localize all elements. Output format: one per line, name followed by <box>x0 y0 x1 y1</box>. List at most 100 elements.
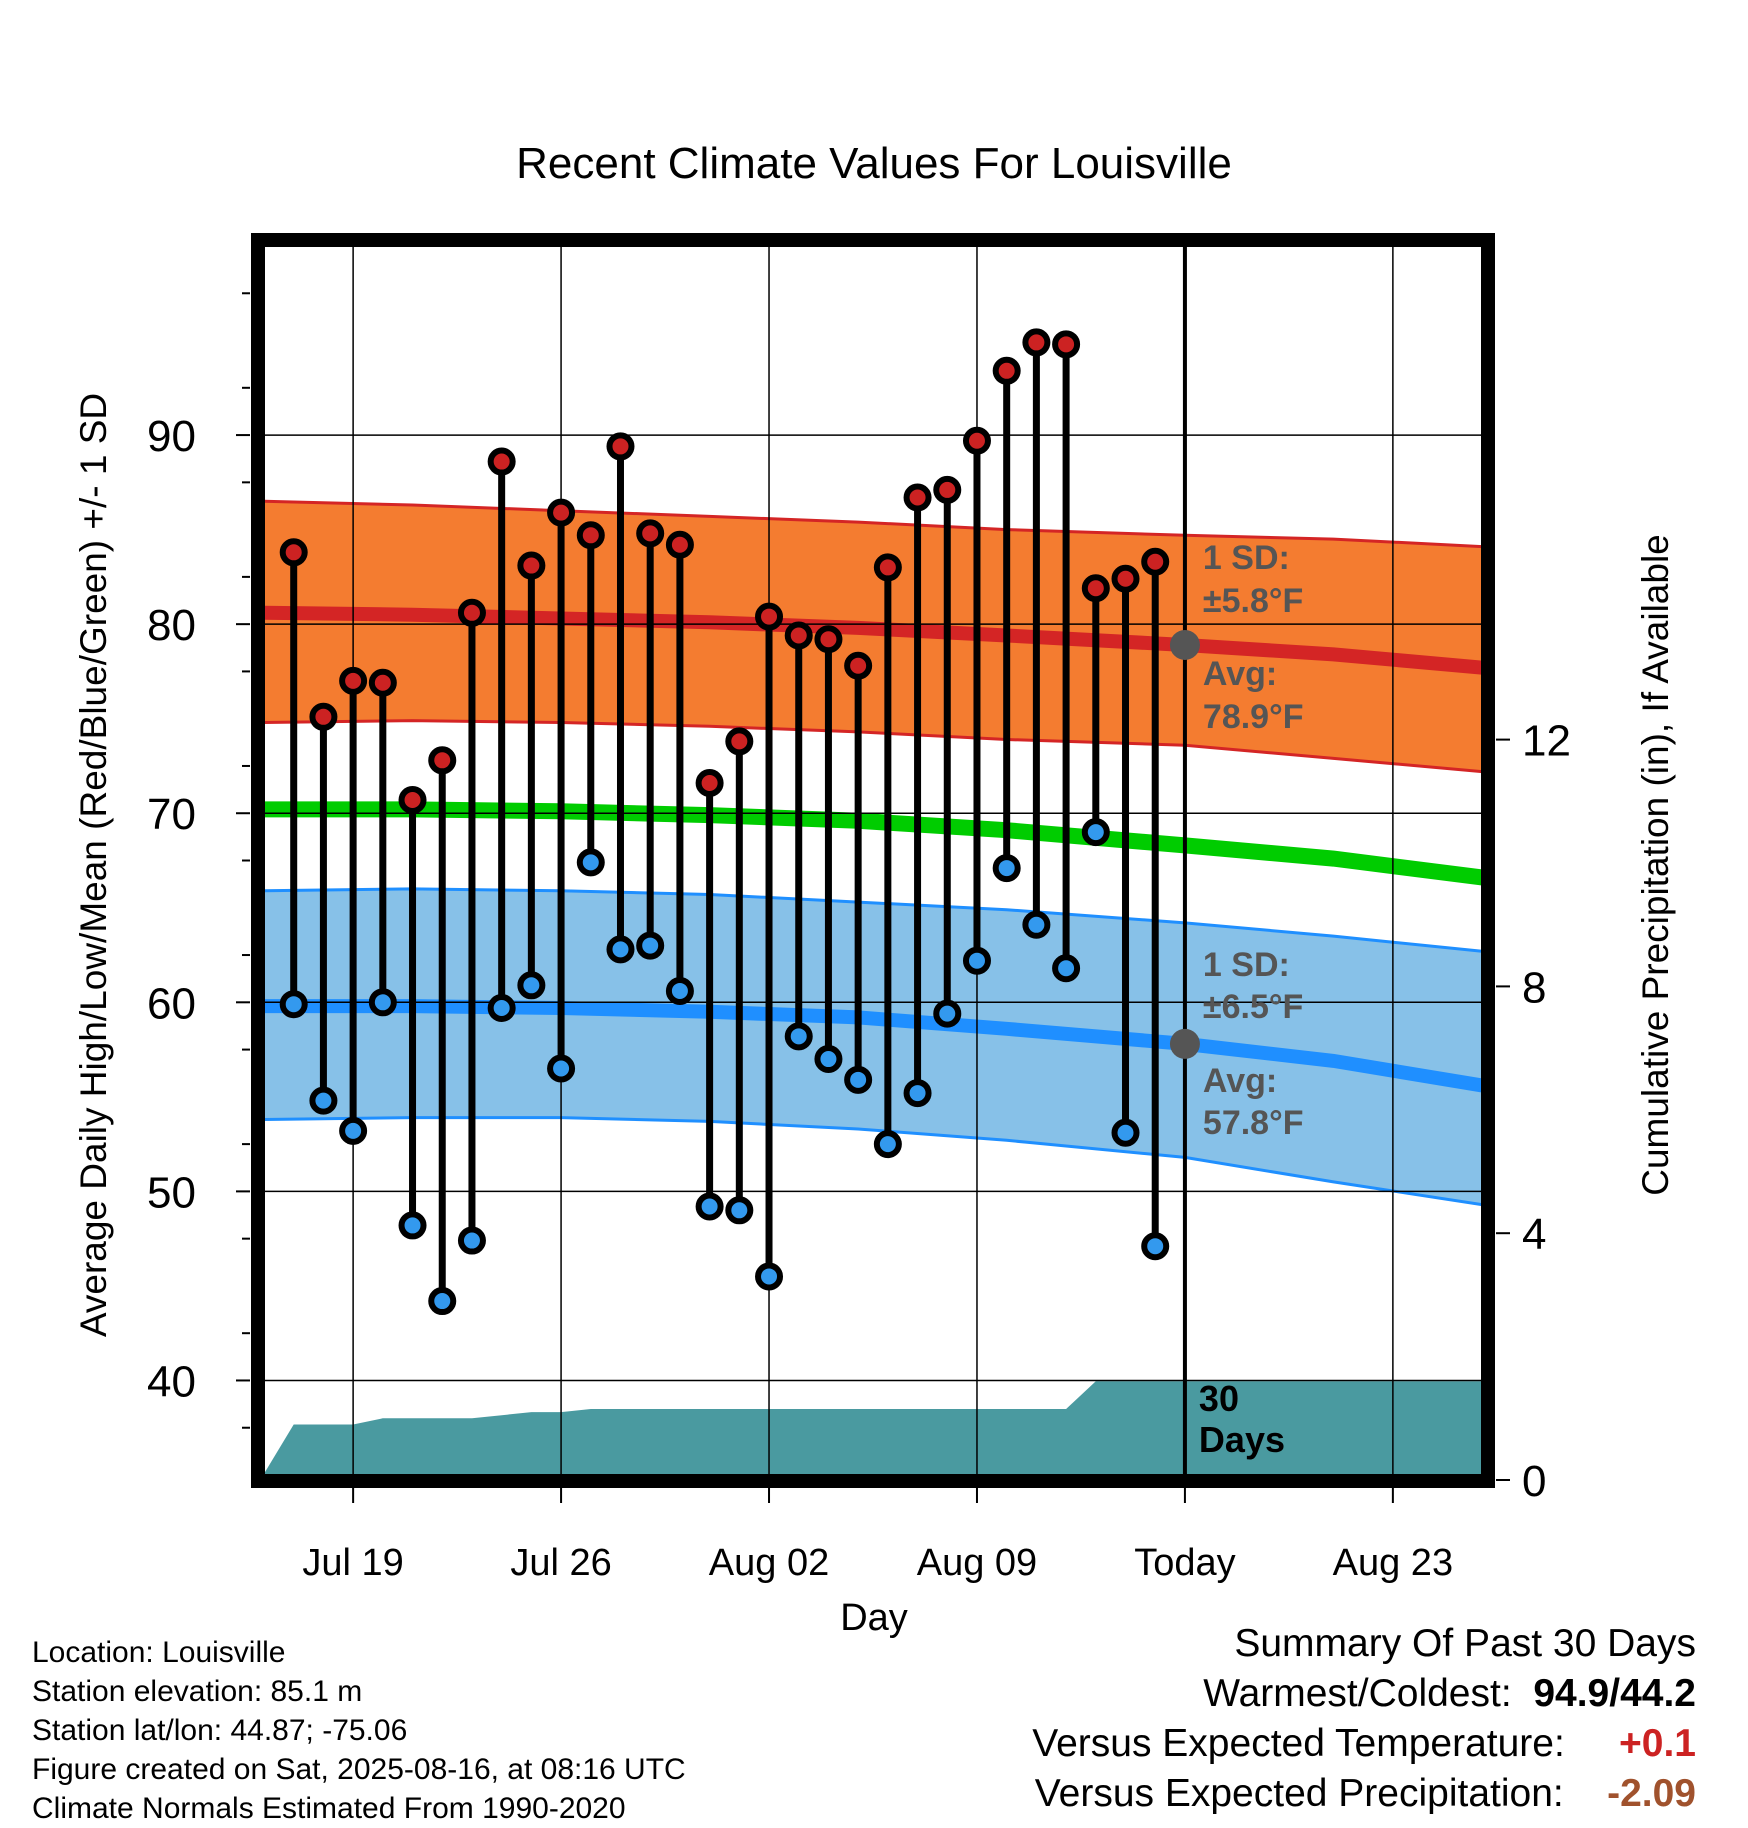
daily-high-point <box>725 727 754 756</box>
daily-high-point <box>814 625 843 654</box>
plot-layer <box>264 246 1482 1475</box>
daily-low-point <box>784 1022 813 1051</box>
low-sd-label: 1 SD: <box>1203 946 1290 984</box>
y-tick-label: 50 <box>147 1168 196 1217</box>
daily-low-point <box>606 935 635 964</box>
daily-low-point <box>1081 818 1110 847</box>
x-tick-label: Today <box>1134 1542 1235 1584</box>
precip-value: -2.09 <box>1607 1772 1696 1815</box>
y-tick-label: 70 <box>147 790 196 839</box>
window-label-number: 30 <box>1199 1378 1239 1419</box>
y-tick-label: 40 <box>147 1357 196 1406</box>
daily-high-point <box>636 519 665 548</box>
summary-precipitation: Versus Expected Precipitation: -2.09 <box>1035 1772 1696 1816</box>
plot-frame <box>251 233 1495 1488</box>
y-tick-label: 90 <box>147 412 196 461</box>
daily-high-point <box>962 426 991 455</box>
info-normals: Climate Normals Estimated From 1990-2020 <box>32 1792 626 1825</box>
today-low-avg-marker <box>1169 1028 1200 1059</box>
daily-high-point <box>606 432 635 461</box>
summary-temperature: Versus Expected Temperature: +0.1 <box>1032 1722 1696 1766</box>
x-tick-label: Aug 23 <box>1333 1542 1453 1584</box>
daily-low-point <box>695 1192 724 1221</box>
daily-high-point <box>1022 328 1051 357</box>
mean-normal-line <box>264 801 1482 886</box>
daily-low-point <box>309 1086 338 1115</box>
daily-high-point <box>487 447 516 476</box>
daily-low-point <box>814 1045 843 1074</box>
daily-low-point <box>844 1065 873 1094</box>
low-sd-band <box>264 888 1482 1205</box>
daily-high-point <box>517 551 546 580</box>
high-sd-upper-line <box>264 499 1482 549</box>
daily-high-point <box>1111 564 1140 593</box>
info-latlon: Station lat/lon: 44.87; -75.06 <box>32 1714 408 1747</box>
high-sd-band <box>264 501 1482 772</box>
daily-high-point <box>1141 547 1170 576</box>
daily-low-point <box>398 1211 427 1240</box>
precip-label: Versus Expected Precipitation: <box>1034 1772 1564 1815</box>
daily-high-point <box>1081 574 1110 603</box>
info-created: Figure created on Sat, 2025-08-16, at 08… <box>32 1753 686 1786</box>
summary-title: Summary Of Past 30 Days <box>1234 1622 1696 1665</box>
daily-high-point <box>368 668 397 697</box>
daily-high-point <box>547 498 576 527</box>
low-avg-label: Avg: <box>1203 1062 1277 1100</box>
high-sd-value: ±5.8°F <box>1203 582 1303 620</box>
daily-high-point <box>457 598 486 627</box>
daily-low-point <box>903 1079 932 1108</box>
x-tick-label: Jul 19 <box>302 1542 403 1584</box>
low-avg-value: 57.8°F <box>1203 1104 1304 1142</box>
daily-low-point <box>1141 1232 1170 1261</box>
daily-low-point <box>992 854 1021 883</box>
daily-low-point <box>665 976 694 1005</box>
window-label-days: Days <box>1199 1419 1285 1460</box>
y2-tick-label: 0 <box>1522 1457 1546 1506</box>
daily-low-point <box>517 971 546 1000</box>
high-avg-label: Avg: <box>1203 655 1277 693</box>
low-sd-value: ±6.5°F <box>1203 988 1303 1026</box>
daily-low-point <box>725 1196 754 1225</box>
high-avg-value: 78.9°F <box>1203 698 1304 736</box>
daily-low-point <box>339 1116 368 1145</box>
daily-low-point <box>368 988 397 1017</box>
daily-low-point <box>487 993 516 1022</box>
today-high-avg-marker <box>1169 629 1200 660</box>
y-axis-label-right: Cumulative Precipitation (in), If Availa… <box>1635 534 1676 1196</box>
daily-high-point <box>576 521 605 550</box>
y-tick-label: 80 <box>147 601 196 650</box>
y2-tick-label: 8 <box>1522 963 1546 1012</box>
temp-label: Versus Expected Temperature: <box>1032 1722 1565 1765</box>
y-tick-label: 60 <box>147 979 196 1028</box>
daily-high-point <box>309 702 338 731</box>
daily-high-point <box>665 530 694 559</box>
daily-high-point <box>992 356 1021 385</box>
temp-value: +0.1 <box>1619 1722 1696 1765</box>
y2-tick-label: 12 <box>1522 717 1571 766</box>
daily-high-point <box>398 785 427 814</box>
daily-high-point <box>755 602 784 631</box>
daily-high-point <box>428 746 457 775</box>
high-sd-label: 1 SD: <box>1203 539 1290 577</box>
info-location: Location: Louisville <box>32 1636 286 1669</box>
plot-area: 1 SD: ±5.8°F Avg: 78.9°F 1 SD: ±6.5°F Avg: 57.8… <box>147 233 1571 1584</box>
daily-high-point <box>933 475 962 504</box>
precip-area <box>264 1381 1482 1475</box>
daily-low-point <box>576 848 605 877</box>
daily-low-point <box>1052 954 1081 983</box>
daily-low-point <box>933 999 962 1028</box>
x-tick-label: Jul 26 <box>510 1542 611 1584</box>
daily-low-point <box>1111 1118 1140 1147</box>
x-axis-label: Day <box>840 1597 908 1639</box>
daily-high-point <box>784 621 813 650</box>
daily-low-point <box>279 990 308 1019</box>
warm-cold-value: 94.9/44.2 <box>1533 1672 1696 1715</box>
daily-high-point <box>873 553 902 582</box>
daily-low-point <box>962 946 991 975</box>
y-axis-label-left: Average Daily High/Low/Mean (Red/Blue/Gr… <box>73 393 114 1337</box>
daily-high-point <box>279 538 308 567</box>
daily-low-point <box>755 1262 784 1291</box>
summary-warm-cold: Warmest/Coldest: 94.9/44.2 <box>1203 1672 1696 1716</box>
daily-low-point <box>873 1130 902 1159</box>
daily-low-point <box>547 1054 576 1083</box>
